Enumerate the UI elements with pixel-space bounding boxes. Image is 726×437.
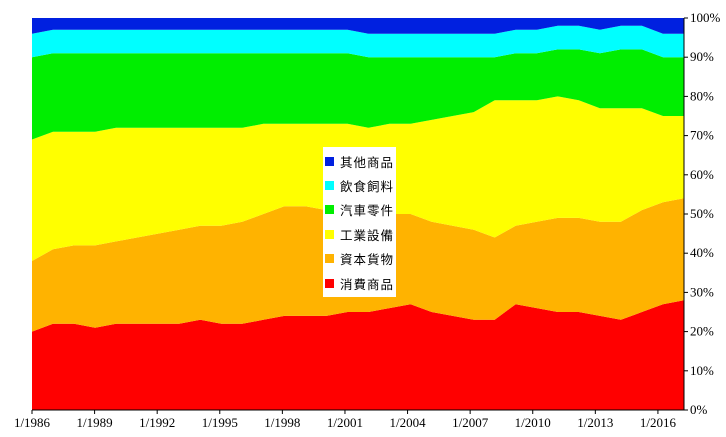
legend-swatch [325, 156, 334, 166]
legend-item: 消費商品 [325, 271, 394, 295]
legend: 其他商品飲食飼料汽車零件工業設備資本貨物消費商品 [323, 147, 397, 298]
legend-label: 汽車零件 [340, 203, 395, 219]
x-tick-label: 1/1989 [77, 415, 113, 430]
area-series-0 [32, 300, 684, 410]
legend-label: 資本貨物 [340, 252, 395, 268]
x-tick-label: 1/2004 [389, 415, 426, 430]
y-tick-label: 90% [690, 49, 714, 64]
x-axis: 1/1986 1/1989 1/1992 1/1995 1/1998 1/2001 1/20… [14, 409, 684, 430]
legend-swatch [325, 229, 334, 239]
x-tick-label: 1/1992 [139, 415, 175, 430]
legend-item: 工業設備 [325, 222, 394, 246]
y-tick-label: 60% [690, 167, 714, 182]
legend-swatch [325, 205, 334, 215]
x-tick-label: 1/2013 [577, 415, 613, 430]
x-tick-label: 1/2016 [640, 415, 677, 430]
area-series-4 [32, 25, 684, 58]
area-series-5 [32, 18, 684, 34]
legend-item: 資本貨物 [325, 247, 394, 271]
x-tick-label: 1/1986 [14, 415, 51, 430]
legend-swatch [325, 278, 334, 288]
legend-label: 消費商品 [340, 276, 395, 292]
y-tick-label: 80% [690, 88, 714, 103]
legend-swatch [325, 181, 334, 191]
y-tick-label: 40% [690, 245, 714, 260]
area-series-3 [32, 49, 684, 140]
legend-label: 飲食飼料 [340, 179, 395, 195]
legend-label: 其他商品 [340, 154, 395, 170]
legend-item: 其他商品 [325, 149, 394, 173]
x-tick-label: 1/2001 [327, 415, 363, 430]
y-tick-label: 50% [690, 206, 714, 221]
legend-label: 工業設備 [340, 227, 395, 243]
y-tick-label: 10% [690, 363, 714, 378]
y-tick-label: 20% [690, 324, 714, 339]
legend-item: 飲食飼料 [325, 173, 394, 197]
y-tick-label: 100% [690, 10, 721, 25]
x-tick-label: 1/1995 [202, 415, 238, 430]
x-tick-label: 1/2010 [515, 415, 551, 430]
y-tick-label: 0% [690, 402, 708, 417]
y-axis: 0% 10% 20% 30% 40% 50% 60% 70% 80% 90% 100% [683, 10, 721, 417]
legend-item: 汽車零件 [325, 198, 394, 222]
legend-swatch [325, 254, 334, 264]
area-layers [32, 18, 684, 410]
y-tick-label: 70% [690, 128, 714, 143]
x-tick-label: 1/1998 [264, 415, 300, 430]
x-tick-label: 1/2007 [452, 415, 489, 430]
y-tick-label: 30% [690, 284, 714, 299]
